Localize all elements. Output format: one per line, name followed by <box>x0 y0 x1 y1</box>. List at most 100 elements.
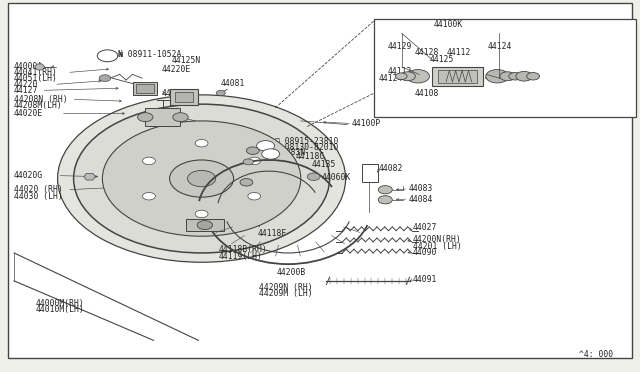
Bar <box>170 89 198 105</box>
Text: 44209N (RH): 44209N (RH) <box>259 283 313 292</box>
Circle shape <box>195 140 208 147</box>
Text: 44020E: 44020E <box>14 109 44 118</box>
Circle shape <box>378 196 392 204</box>
Bar <box>432 67 483 86</box>
Text: 44220E: 44220E <box>161 65 191 74</box>
Text: 44100B: 44100B <box>161 89 191 97</box>
Text: Ⓑ 08130-82010: Ⓑ 08130-82010 <box>275 142 339 151</box>
Circle shape <box>173 113 188 122</box>
Text: 44208N (RH): 44208N (RH) <box>14 95 68 104</box>
Text: 44200B: 44200B <box>276 268 306 277</box>
Text: 44027: 44027 <box>413 223 437 232</box>
Circle shape <box>516 71 532 81</box>
Text: 44112: 44112 <box>387 67 412 76</box>
Text: B: B <box>269 151 273 157</box>
Text: 44135: 44135 <box>312 160 336 169</box>
Text: N: N <box>118 52 122 58</box>
Circle shape <box>486 70 509 83</box>
Text: 44045: 44045 <box>223 167 247 176</box>
Text: 44200N(RH): 44200N(RH) <box>413 235 461 244</box>
Polygon shape <box>84 173 95 180</box>
Text: N 08911-1052A: N 08911-1052A <box>118 50 182 59</box>
Text: 44000A: 44000A <box>14 62 44 71</box>
Circle shape <box>527 73 540 80</box>
Bar <box>186 219 224 231</box>
Text: 44000M(RH): 44000M(RH) <box>35 299 84 308</box>
Circle shape <box>509 73 522 80</box>
Circle shape <box>262 149 280 159</box>
Circle shape <box>195 210 208 218</box>
Text: 44209M (LH): 44209M (LH) <box>259 289 313 298</box>
Text: 44020G: 44020G <box>14 171 44 180</box>
Text: 44091: 44091 <box>413 275 437 284</box>
Text: 44010M(LH): 44010M(LH) <box>35 305 84 314</box>
Text: 44208M(LH): 44208M(LH) <box>14 101 63 110</box>
Circle shape <box>102 121 301 236</box>
Text: 44124: 44124 <box>379 74 403 83</box>
Text: 44108: 44108 <box>485 73 509 82</box>
Text: 44215: 44215 <box>219 214 243 223</box>
Bar <box>136 84 154 93</box>
Text: 44030 (LH): 44030 (LH) <box>14 192 63 201</box>
Text: 44100P: 44100P <box>352 119 381 128</box>
Text: 44125N: 44125N <box>172 56 201 65</box>
Text: 44118F: 44118F <box>257 229 287 238</box>
Text: 43083M: 43083M <box>236 177 265 186</box>
Bar <box>374 19 636 117</box>
Text: 44060K: 44060K <box>321 173 351 182</box>
Text: 44129: 44129 <box>387 42 412 51</box>
Text: 44112: 44112 <box>447 48 471 57</box>
Circle shape <box>248 193 260 200</box>
Bar <box>438 70 477 83</box>
Text: 44083: 44083 <box>408 185 433 193</box>
Circle shape <box>400 72 415 81</box>
Circle shape <box>143 193 156 200</box>
Circle shape <box>97 50 118 62</box>
Circle shape <box>257 141 275 151</box>
Circle shape <box>246 147 259 154</box>
Text: ^4: 000: ^4: 000 <box>579 350 613 359</box>
Circle shape <box>248 157 260 165</box>
Text: 44125: 44125 <box>430 55 454 64</box>
Bar <box>145 108 180 126</box>
Text: 44081: 44081 <box>221 79 245 88</box>
Circle shape <box>406 70 429 83</box>
Text: 44220: 44220 <box>14 80 38 89</box>
Circle shape <box>243 159 253 165</box>
Text: 44084: 44084 <box>408 195 433 203</box>
Text: 43083N: 43083N <box>276 148 306 157</box>
Circle shape <box>500 72 515 81</box>
Text: 44119(LH): 44119(LH) <box>219 252 263 261</box>
Text: 44118B(RH): 44118B(RH) <box>219 246 268 254</box>
Circle shape <box>188 170 216 187</box>
Bar <box>175 92 193 102</box>
Circle shape <box>143 157 156 165</box>
Circle shape <box>216 90 225 96</box>
Text: 44082: 44082 <box>379 164 403 173</box>
Circle shape <box>240 179 253 186</box>
Text: 44215M: 44215M <box>236 160 265 169</box>
Bar <box>362 164 378 182</box>
Text: 44108: 44108 <box>415 89 439 98</box>
Text: N: N <box>105 53 110 58</box>
Text: 44041(RH): 44041(RH) <box>14 68 58 77</box>
Circle shape <box>307 173 320 180</box>
Circle shape <box>248 148 258 154</box>
Circle shape <box>396 73 407 80</box>
Text: 44118C: 44118C <box>296 153 325 161</box>
Text: 44020 (RH): 44020 (RH) <box>14 185 63 194</box>
Text: 44030H: 44030H <box>232 220 261 229</box>
Text: 44128: 44128 <box>415 48 439 57</box>
Text: 44127: 44127 <box>14 86 38 95</box>
Polygon shape <box>35 64 45 70</box>
Circle shape <box>170 160 234 197</box>
Text: 44201 (LH): 44201 (LH) <box>413 242 461 251</box>
Text: 44124: 44124 <box>488 42 512 51</box>
Text: 44090: 44090 <box>413 248 437 257</box>
Circle shape <box>99 75 111 81</box>
Circle shape <box>197 221 212 230</box>
Circle shape <box>74 104 330 253</box>
Text: ⓝ 08915-23810: ⓝ 08915-23810 <box>275 136 339 145</box>
Text: N: N <box>263 143 268 148</box>
Circle shape <box>58 95 346 262</box>
